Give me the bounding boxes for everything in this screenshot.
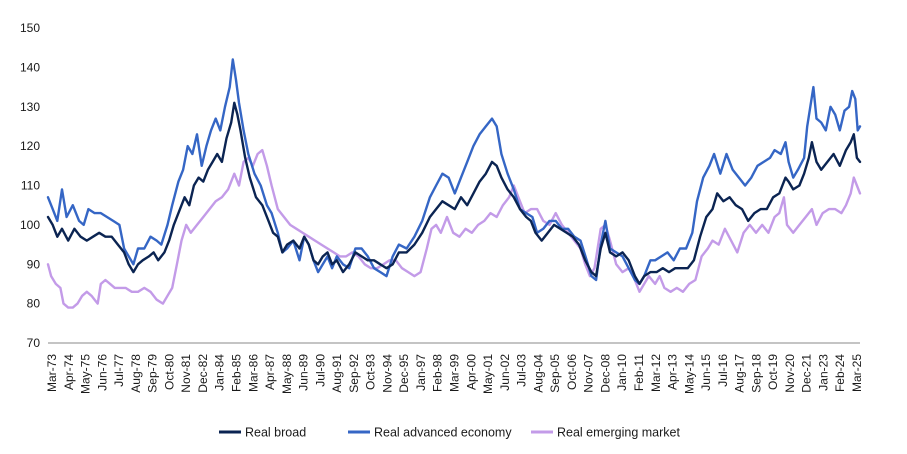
x-tick-label: Nov-20 — [783, 354, 797, 393]
x-tick-label: Oct-93 — [364, 354, 378, 390]
x-tick-label: Aug-17 — [733, 354, 747, 393]
y-tick-label: 70 — [27, 336, 41, 350]
x-tick-label: May-01 — [481, 354, 495, 394]
x-tick-label: Oct-19 — [766, 354, 780, 390]
x-tick-label: Jun-76 — [95, 354, 109, 391]
series-line-real-broad — [46, 101, 862, 286]
x-tick-label: Oct-80 — [162, 354, 176, 390]
x-tick-label: Dec-08 — [598, 354, 612, 393]
y-axis-ticks: 70 80 90 100 110 120 130 140 150 — [20, 21, 40, 350]
x-tick-label: Jul-03 — [515, 354, 529, 387]
x-tick-label: Sep-79 — [146, 354, 160, 393]
x-tick-label: Aug-04 — [531, 354, 545, 393]
x-tick-label: May-88 — [280, 354, 294, 394]
x-tick-label: Mar-25 — [850, 354, 864, 392]
y-tick-label: 100 — [20, 218, 40, 232]
y-tick-label: 130 — [20, 100, 40, 114]
x-tick-label: Sep-18 — [749, 354, 763, 393]
x-tick-label: Jul-90 — [313, 354, 327, 387]
y-tick-label: 110 — [21, 179, 40, 193]
x-tick-label: Jul-16 — [716, 354, 730, 387]
x-tick-label: May-14 — [682, 354, 696, 394]
x-tick-label: Jul-77 — [112, 354, 126, 387]
x-tick-label: Sep-05 — [548, 354, 562, 393]
x-tick-label: Mar-86 — [246, 354, 260, 392]
x-tick-label: Jun-02 — [498, 354, 512, 391]
x-tick-label: Nov-07 — [582, 354, 596, 393]
x-tick-label: Dec-82 — [196, 354, 210, 393]
series-line-real-advanced-economy — [46, 58, 862, 286]
x-tick-label: Apr-74 — [62, 354, 76, 390]
x-tick-label: Apr-00 — [464, 354, 478, 390]
y-tick-label: 80 — [27, 297, 41, 311]
x-tick-label: Aug-78 — [129, 354, 143, 393]
x-tick-label: Aug-91 — [330, 354, 344, 393]
series-line-real-emerging-market — [46, 148, 862, 309]
legend: Real broad Real advanced economy Real emer… — [219, 426, 680, 440]
x-tick-label: May-75 — [79, 354, 93, 394]
x-tick-label: Feb-98 — [431, 354, 445, 392]
x-tick-label: Jan-84 — [213, 354, 227, 391]
x-tick-label: Dec-95 — [397, 354, 411, 393]
legend-label: Real advanced economy — [374, 426, 512, 440]
x-axis-ticks: Mar-73 Apr-74 May-75 Jun-76 Jul-77 Aug-78 Sep-… — [45, 354, 864, 394]
x-tick-label: Jun-15 — [699, 354, 713, 391]
x-tick-label: Feb-85 — [229, 354, 243, 392]
series-lines — [46, 58, 862, 309]
legend-label: Real emerging market — [557, 426, 680, 440]
x-tick-label: Feb-24 — [833, 354, 847, 392]
x-tick-label: Feb-11 — [632, 354, 646, 391]
y-tick-label: 140 — [20, 60, 40, 74]
x-tick-label: Jan-23 — [816, 354, 830, 391]
y-tick-label: 90 — [27, 257, 41, 271]
x-tick-label: Sep-92 — [347, 354, 361, 393]
x-tick-label: Dec-21 — [800, 354, 814, 393]
x-tick-label: Oct-06 — [565, 354, 579, 390]
x-tick-label: Mar-73 — [45, 354, 59, 392]
x-tick-label: Nov-94 — [380, 354, 394, 393]
x-tick-label: Jun-89 — [297, 354, 311, 391]
y-tick-label: 150 — [20, 21, 40, 35]
x-tick-label: Apr-87 — [263, 354, 277, 390]
x-tick-label: Jan-10 — [615, 354, 629, 391]
x-tick-label: Mar-99 — [448, 354, 462, 392]
x-tick-label: Apr-13 — [666, 354, 680, 390]
x-tick-label: Nov-81 — [179, 354, 193, 393]
legend-label: Real broad — [245, 426, 306, 440]
x-tick-label: Mar-12 — [649, 354, 663, 392]
y-tick-label: 120 — [20, 139, 40, 153]
x-tick-label: Jan-97 — [414, 354, 428, 391]
